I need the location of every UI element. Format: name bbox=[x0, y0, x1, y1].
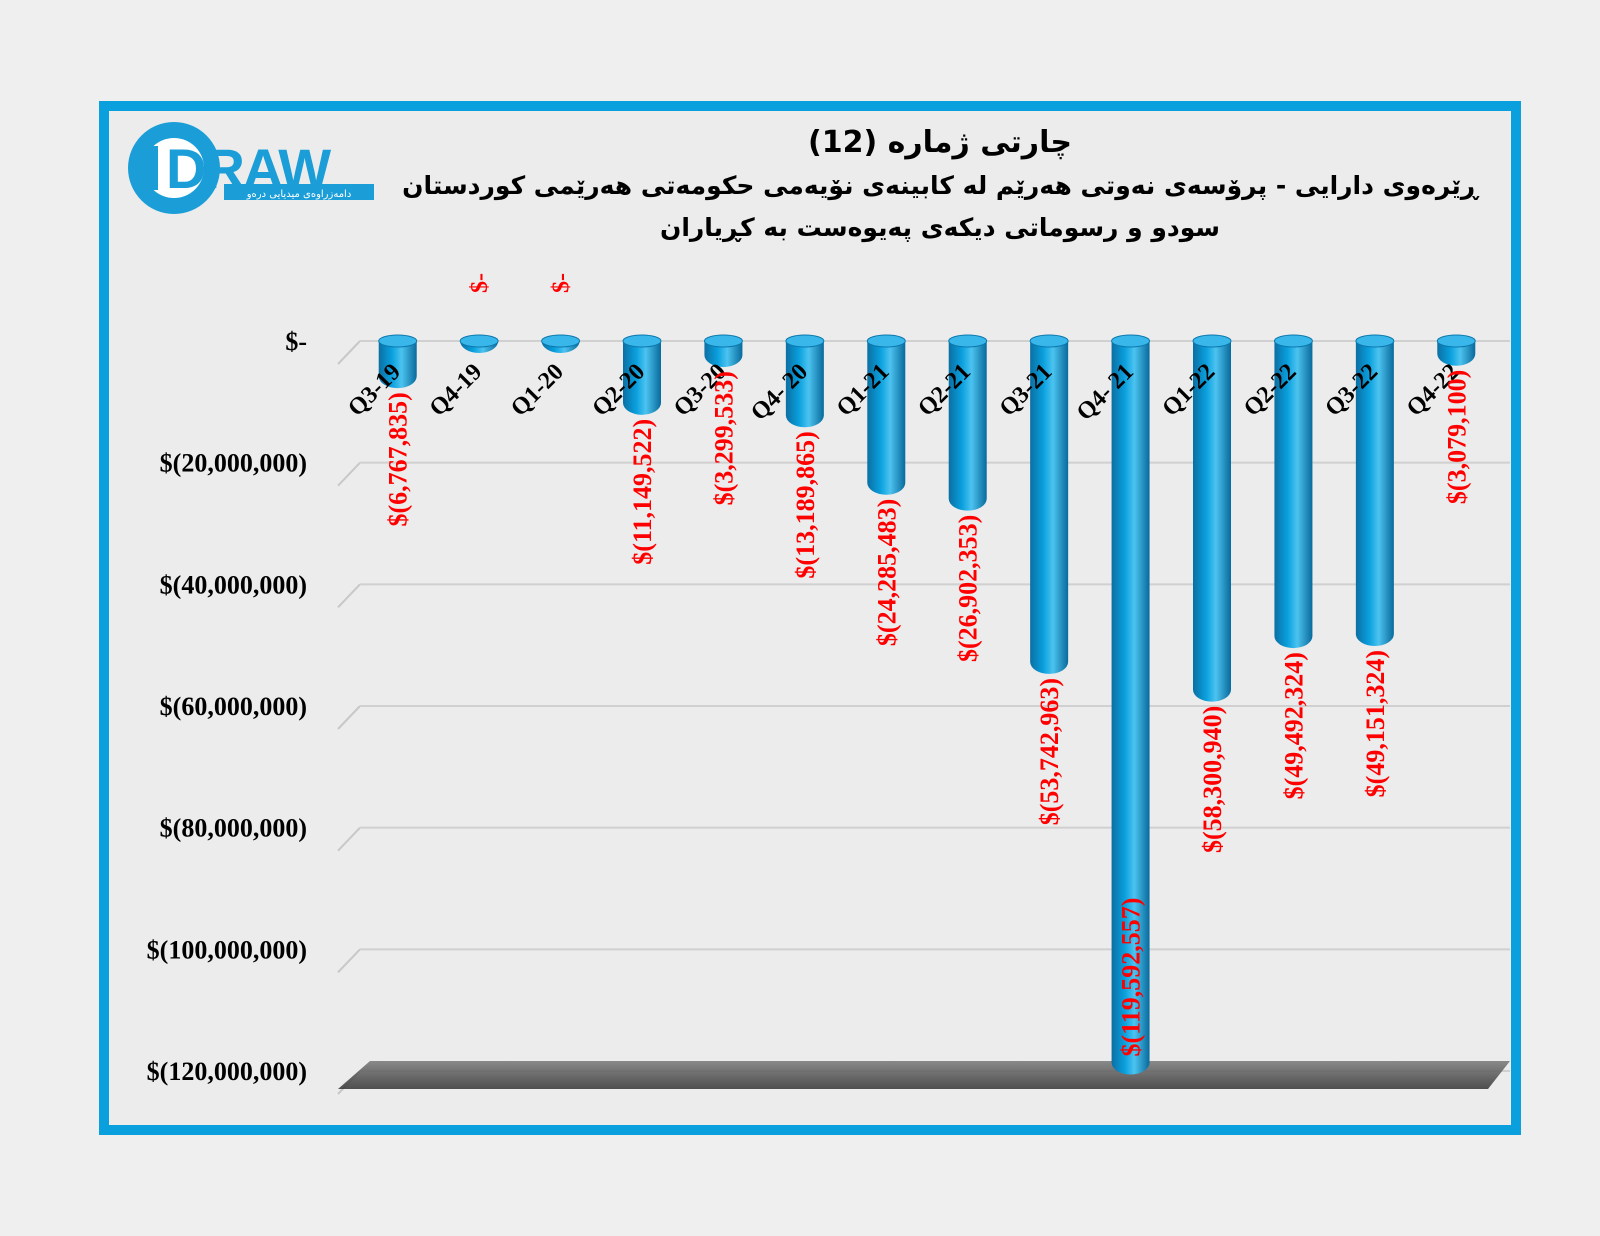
bar bbox=[785, 341, 824, 428]
data-label: $(49,151,324) bbox=[1361, 650, 1390, 797]
bar-top bbox=[378, 334, 418, 348]
y-tick-label: $(120,000,000) bbox=[147, 1057, 307, 1086]
bar-top bbox=[622, 334, 662, 348]
bar bbox=[1355, 341, 1394, 647]
bar-top bbox=[785, 334, 825, 348]
bar bbox=[704, 341, 743, 368]
bar-top bbox=[948, 334, 988, 348]
bar bbox=[867, 341, 906, 495]
y-tick-label: $(40,000,000) bbox=[160, 570, 307, 599]
bar-top bbox=[703, 334, 743, 348]
chart-subtitle-2: سودو و رسوماتی دیکەی پەیوەست بە کڕیاران bbox=[659, 213, 1221, 242]
bar bbox=[1111, 341, 1150, 1075]
chart-subtitle: ڕێرەوی دارایی - پرۆسەی نەوتی هەرێم لە کا… bbox=[402, 171, 1478, 200]
bar-top bbox=[541, 334, 581, 348]
gridline-bevel bbox=[337, 705, 361, 730]
data-label: $(53,742,963) bbox=[1035, 678, 1064, 825]
chart-floor bbox=[338, 1061, 1510, 1089]
logo-tagline: دامەزراوەی میدیایی درەو bbox=[246, 189, 352, 200]
data-label: $- bbox=[549, 273, 575, 293]
y-tick-label: $(60,000,000) bbox=[160, 692, 307, 721]
data-label: $- bbox=[467, 273, 493, 293]
data-label: $(13,189,865) bbox=[791, 431, 820, 578]
bar bbox=[1193, 341, 1231, 702]
data-label: $(58,300,940) bbox=[1198, 706, 1227, 853]
bar bbox=[1030, 341, 1069, 674]
gridline-bevel bbox=[337, 583, 361, 609]
bar-top bbox=[866, 334, 906, 348]
bar bbox=[378, 341, 417, 389]
bar-top bbox=[1355, 334, 1395, 348]
data-label: $(6,767,835) bbox=[384, 392, 413, 526]
data-label: $(3,299,533) bbox=[709, 371, 738, 505]
bar-top bbox=[1111, 334, 1151, 348]
bar-top bbox=[1436, 334, 1476, 348]
data-label: $(119,592,557) bbox=[1117, 898, 1146, 1057]
chart-title: چارتی ژمارە (12) bbox=[808, 125, 1072, 160]
bar bbox=[948, 341, 987, 511]
y-tick-label: $- bbox=[285, 327, 307, 356]
bar bbox=[623, 341, 661, 415]
gridline-bevel bbox=[337, 948, 361, 974]
bar-top bbox=[1273, 334, 1313, 348]
gridline-bevel bbox=[337, 461, 361, 487]
bar bbox=[1274, 341, 1313, 649]
data-label: $(3,079,100) bbox=[1442, 370, 1471, 504]
bar-top bbox=[459, 334, 499, 348]
category-label: Q1-20 bbox=[506, 359, 569, 422]
data-label: $(49,492,324) bbox=[1279, 652, 1308, 799]
y-tick-label: $(80,000,000) bbox=[160, 814, 307, 843]
bar-top bbox=[1192, 334, 1232, 348]
data-label: $(11,149,522) bbox=[628, 419, 657, 565]
bar-top bbox=[1029, 334, 1069, 348]
y-tick-label: $(100,000,000) bbox=[147, 935, 307, 964]
data-label: $(24,285,483) bbox=[872, 499, 901, 646]
bar bbox=[1437, 341, 1476, 366]
category-label: Q4-19 bbox=[425, 359, 488, 422]
data-label: $(26,902,353) bbox=[954, 515, 983, 662]
y-tick-label: $(20,000,000) bbox=[160, 449, 307, 478]
gridline-bevel bbox=[337, 340, 361, 365]
gridline-bevel bbox=[337, 826, 361, 852]
draw-logo: DRAW دامەزراوەی میدیایی درەو bbox=[128, 122, 374, 214]
